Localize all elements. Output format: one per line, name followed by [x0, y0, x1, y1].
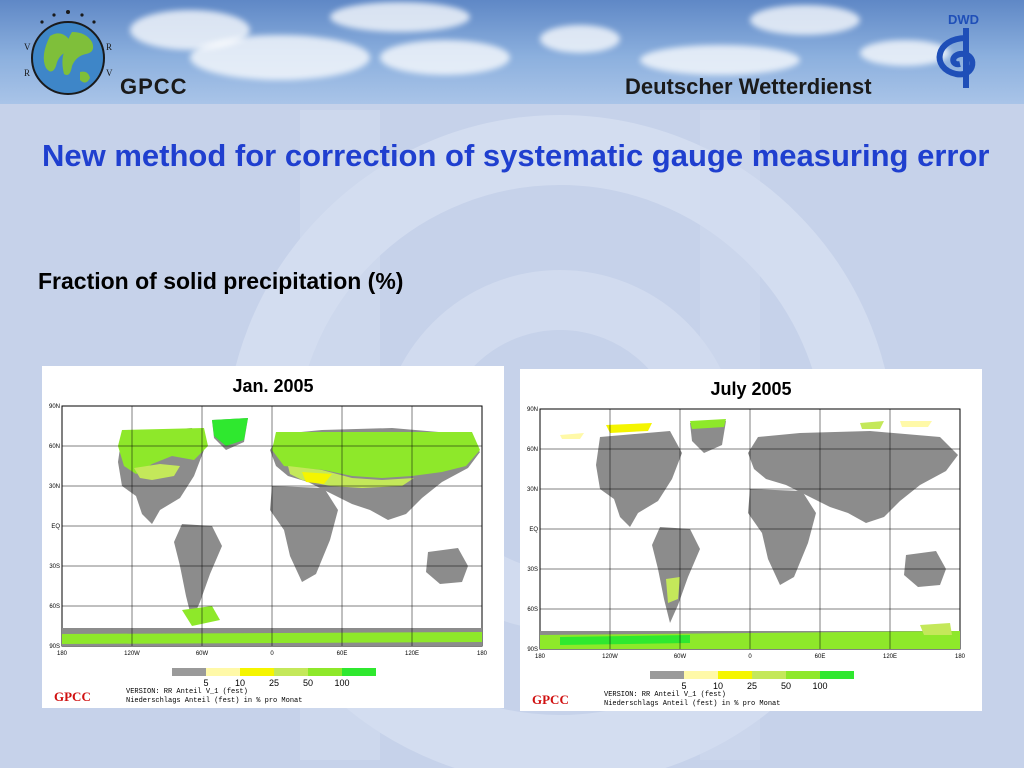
slide-subtitle: Fraction of solid precipitation (%)	[38, 268, 404, 294]
legend-label: 5	[203, 678, 208, 688]
lat-label: 90S	[49, 644, 60, 650]
legend-label: 25	[269, 678, 279, 688]
logo-letter-v1: V	[24, 42, 31, 52]
logo-letter-v2: V	[106, 68, 113, 78]
legend-swatch	[172, 668, 206, 676]
slide-title: New method for correction of systematic …	[42, 138, 990, 173]
legend-label: 100	[334, 678, 349, 688]
legend-swatch	[820, 671, 854, 679]
version-line-2: Niederschlags Anteil (fest) in % pro Mon…	[604, 700, 781, 708]
version-line-1: VERSION: RR Anteil V_1 (fest)	[604, 691, 726, 699]
version-note: VERSION: RR Anteil V_1 (fest) Niederschl…	[126, 688, 302, 706]
lon-label: 180	[477, 651, 488, 657]
legend-label: 50	[303, 678, 313, 688]
map-title: Jan. 2005	[232, 376, 314, 396]
legend-label: 5	[681, 681, 686, 691]
header-banner: V R R V GPCC Deutscher Wetterdienst DWD	[0, 0, 1024, 104]
lat-label: 30S	[49, 564, 60, 570]
legend-label: 100	[812, 681, 827, 691]
legend-swatch	[650, 671, 684, 679]
legend-swatch	[718, 671, 752, 679]
world-map-jul: 90N 60N 30N EQ 30S 60S 90S 180 120W 60W 0 60E 120E 1…	[527, 407, 966, 691]
lon-label: 60W	[196, 651, 209, 657]
lat-label: EQ	[51, 524, 60, 530]
world-map-jan: 90N 60N 30N EQ 30S 60S 90S 180 120W 60W 0 60E 120E 1…	[49, 404, 488, 688]
lat-label: 30N	[527, 487, 538, 493]
legend-swatch	[274, 668, 308, 676]
map-panel-jan: Jan. 2005	[42, 366, 504, 708]
lon-label: 120W	[124, 651, 140, 657]
legend-swatch	[684, 671, 718, 679]
lat-label: 60N	[49, 444, 60, 450]
dwd-logo-text: Deutscher Wetterdienst	[625, 74, 872, 99]
legend-swatch	[206, 668, 240, 676]
lat-label: 90N	[49, 404, 60, 410]
lat-label: 90S	[527, 647, 538, 653]
legend-label: 10	[713, 681, 723, 691]
legend-label: 25	[747, 681, 757, 691]
lon-label: 60E	[815, 654, 826, 660]
legend-swatch	[342, 668, 376, 676]
legend-swatch	[308, 668, 342, 676]
gpcc-logo-text: GPCC	[120, 74, 188, 99]
logo-letter-r1: R	[24, 68, 30, 78]
lat-label: EQ	[529, 527, 538, 533]
version-note: VERSION: RR Anteil V_1 (fest) Niederschl…	[604, 691, 780, 709]
lon-label: 180	[57, 651, 68, 657]
map-panel-jul: July 2005	[520, 369, 982, 711]
lon-label: 180	[535, 654, 546, 660]
lon-label: 120E	[405, 651, 419, 657]
dwd-logo: DWD	[936, 12, 979, 88]
lon-label: 0	[270, 651, 274, 657]
dwd-badge-text: DWD	[948, 12, 979, 27]
legend-label: 10	[235, 678, 245, 688]
footer-gpcc-logo: GPCC	[54, 689, 91, 704]
lon-label: 60W	[674, 654, 687, 660]
version-line-1: VERSION: RR Anteil V_1 (fest)	[126, 688, 248, 696]
lat-label: 60N	[527, 447, 538, 453]
lon-label: 60E	[337, 651, 348, 657]
map-title: July 2005	[710, 379, 792, 399]
lat-label: 30S	[527, 567, 538, 573]
lat-label: 60S	[527, 607, 538, 613]
lat-label: 60S	[49, 604, 60, 610]
logo-letter-r2: R	[106, 42, 112, 52]
lon-label: 0	[748, 654, 752, 660]
legend-swatch	[240, 668, 274, 676]
lat-label: 30N	[49, 484, 60, 490]
legend-label: 50	[781, 681, 791, 691]
legend-swatch	[752, 671, 786, 679]
lon-label: 120E	[883, 654, 897, 660]
version-line-2: Niederschlags Anteil (fest) in % pro Mon…	[126, 697, 303, 705]
gpcc-globe-logo: V R R V	[24, 10, 113, 95]
lat-label: 90N	[527, 407, 538, 413]
lon-label: 120W	[602, 654, 618, 660]
footer-gpcc-logo: GPCC	[532, 692, 569, 707]
legend-swatch	[786, 671, 820, 679]
lon-label: 180	[955, 654, 966, 660]
